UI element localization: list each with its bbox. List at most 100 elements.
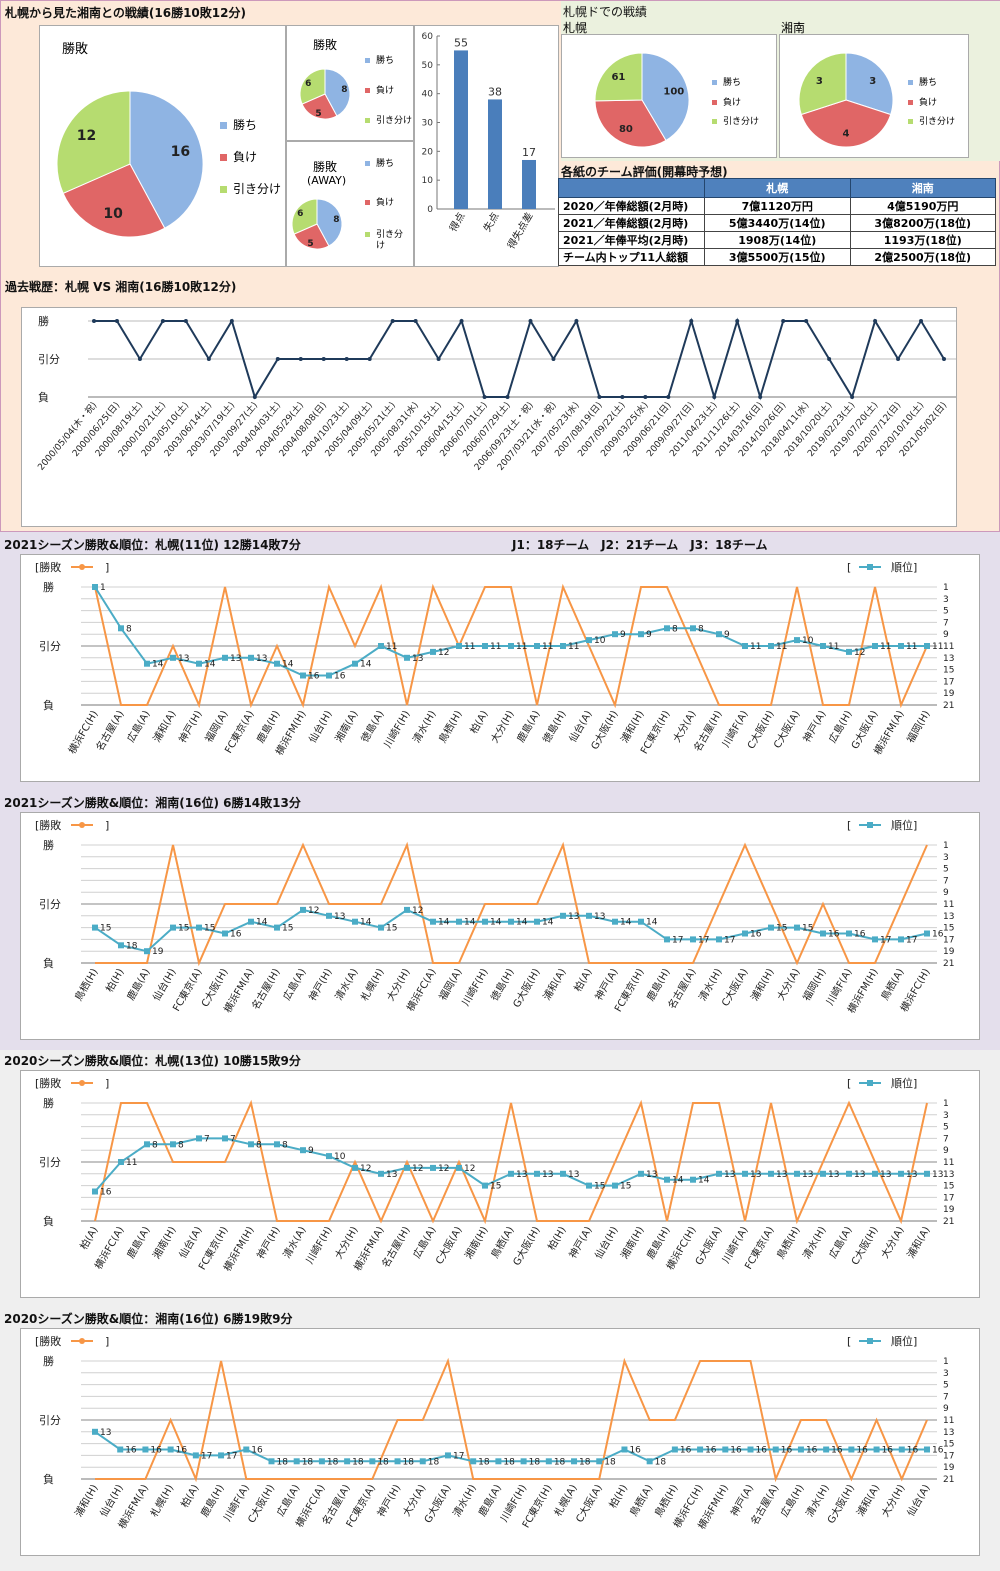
rank-tick-label: 21 xyxy=(943,1217,954,1227)
page-title: 札幌から見た湘南との戦績(16勝10敗12分) xyxy=(5,6,246,20)
history-point xyxy=(712,395,717,399)
legend-loss: 負け xyxy=(365,83,394,96)
pie-subtitle: (AWAY) xyxy=(307,174,347,187)
legend-draw-label: 引き分け xyxy=(376,116,413,126)
pie-slice-draw xyxy=(594,52,643,102)
y-tick-label: 0 xyxy=(427,205,433,215)
rank-point xyxy=(142,1446,149,1453)
x-tick-label: 清水(H) xyxy=(450,1482,479,1519)
rank-point xyxy=(369,1458,376,1465)
rank-value-label: 14 xyxy=(542,918,554,928)
table-cell: 3億5500万(15位) xyxy=(704,248,851,266)
season-chart-shonan-2020: [勝敗][順位] 1 3 5 7 9 11 13 15 17 19 21 勝引分負 13 16 16 16 17 1… xyxy=(20,1328,980,1556)
legend-rank-label: 順位] xyxy=(891,1076,917,1090)
rank-value-label: 13 xyxy=(646,1170,657,1180)
pie-title: 勝敗 xyxy=(313,160,338,174)
table-row: 2020／年俸総額(2月時) 7億1120万円 4億5190万円 xyxy=(558,197,996,215)
history-point xyxy=(689,319,694,323)
dome-title: 札幌ドでの戦績 xyxy=(563,5,648,19)
table-cell: 2021／年俸平均(2月時) xyxy=(558,231,705,249)
rank-point xyxy=(716,1170,722,1177)
pie-value-label: 4 xyxy=(843,128,850,139)
result-series-line xyxy=(94,583,928,709)
legend-loss-label: 負け xyxy=(723,98,742,108)
rank-point xyxy=(794,637,800,644)
rank-point xyxy=(419,1458,426,1465)
bar xyxy=(488,99,502,209)
rank-tick-label: 1 xyxy=(943,583,949,593)
rank-point xyxy=(898,643,904,649)
table-row: 2021／年俸総額(2月時) 5億3440万(14位) 3億8200万(18位) xyxy=(558,214,996,232)
rank-value-label: 12 xyxy=(308,906,319,916)
rank-point xyxy=(872,1170,878,1177)
x-tick-label: 札幌(A) xyxy=(551,1482,580,1519)
x-tick-label: 柏(H) xyxy=(103,966,127,995)
pie-value-label: 6 xyxy=(297,209,303,219)
rank-point xyxy=(794,1170,800,1177)
rank-value-label: 11 xyxy=(464,642,475,652)
history-point xyxy=(252,395,257,399)
rank-point xyxy=(586,637,592,644)
legend-result-close: ] xyxy=(105,561,109,574)
rank-point xyxy=(571,1458,578,1465)
rank-point xyxy=(118,942,124,949)
rank-point xyxy=(596,1458,603,1465)
table-cell: 2020／年俸総額(2月時) xyxy=(558,197,705,215)
legend-loss-label: 負け xyxy=(376,86,395,96)
rank-point xyxy=(612,918,618,925)
season-title: 2021シーズン勝敗&順位：札幌(11位) 12勝14敗7分 xyxy=(4,538,301,552)
x-tick-label: 柏(H) xyxy=(606,1482,630,1511)
x-tick-label: 仙台(H) xyxy=(306,708,335,745)
rank-value-label: 16 xyxy=(230,930,242,940)
rank-value-label: 9 xyxy=(646,630,652,640)
rank-point xyxy=(612,1182,618,1189)
x-tick-label: 福岡(A) xyxy=(202,708,231,745)
rank-point xyxy=(722,1446,729,1453)
table-header-row: 札幌 湘南 xyxy=(558,178,996,198)
rank-value-label: 13 xyxy=(724,1170,735,1180)
legend-rank-open: [ xyxy=(847,1077,851,1090)
rank-point xyxy=(560,1170,566,1177)
history-point xyxy=(298,357,303,361)
history-point xyxy=(942,357,946,361)
rank-value-label: 7 xyxy=(230,1134,236,1144)
rank-tick-label: 17 xyxy=(943,1193,954,1203)
legend-rank-label: 順位] xyxy=(891,1334,917,1348)
history-point xyxy=(781,319,786,323)
x-tick-label: 鳥栖(H) xyxy=(774,1224,803,1261)
dome-shonan-title: 湘南 xyxy=(781,21,806,35)
rank-point xyxy=(846,1170,852,1177)
x-tick-label: 徳島(A) xyxy=(358,708,387,745)
pie-slice-win xyxy=(316,198,343,247)
legend-rank-label: 順位] xyxy=(891,560,917,574)
legend-result-close: ] xyxy=(105,1335,109,1348)
season-2020-section: 2020シーズン勝敗&順位：札幌(13位) 10勝15敗9分 [勝敗] [順位] 1… xyxy=(0,1050,1000,1571)
rank-tick-label: 15 xyxy=(943,1182,954,1192)
table-cell: 3億8200万(18位) xyxy=(849,214,996,232)
head-to-head-section: 札幌から見た湘南との戦績(16勝10敗12分) 勝敗 16 10 12 勝ち 負け … xyxy=(0,0,1000,532)
rank-point xyxy=(638,1170,644,1177)
x-tick-label: 清水(H) xyxy=(410,708,439,745)
x-tick-label: 広島(A) xyxy=(280,966,309,1003)
rank-point xyxy=(898,1170,904,1177)
history-series-line xyxy=(94,317,945,401)
y-label-draw: 引分 xyxy=(39,1413,61,1427)
legend-result-label: [勝敗 xyxy=(35,1334,61,1348)
rank-point xyxy=(144,1141,150,1148)
history-point xyxy=(229,319,234,323)
rank-point xyxy=(444,1452,451,1459)
rank-value-label: 17 xyxy=(453,1451,464,1461)
rank-value-label: 13 xyxy=(568,1170,579,1180)
rank-tick-label: 3 xyxy=(943,853,949,863)
history-point xyxy=(436,357,441,361)
rank-value-label: 16 xyxy=(907,1446,919,1456)
rank-value-label: 13 xyxy=(932,1170,943,1180)
season-2021-section: 2021シーズン勝敗&順位：札幌(11位) 12勝14敗7分 J1：18チーム … xyxy=(0,532,1000,1050)
x-tick-label: 鹿島(A) xyxy=(124,966,153,1003)
y-label-win: 勝 xyxy=(43,838,54,852)
rank-point xyxy=(117,1446,124,1453)
rank-point xyxy=(300,672,306,679)
rank-point xyxy=(222,654,228,661)
rank-tick-label: 19 xyxy=(943,689,955,699)
rank-point xyxy=(274,1141,280,1148)
